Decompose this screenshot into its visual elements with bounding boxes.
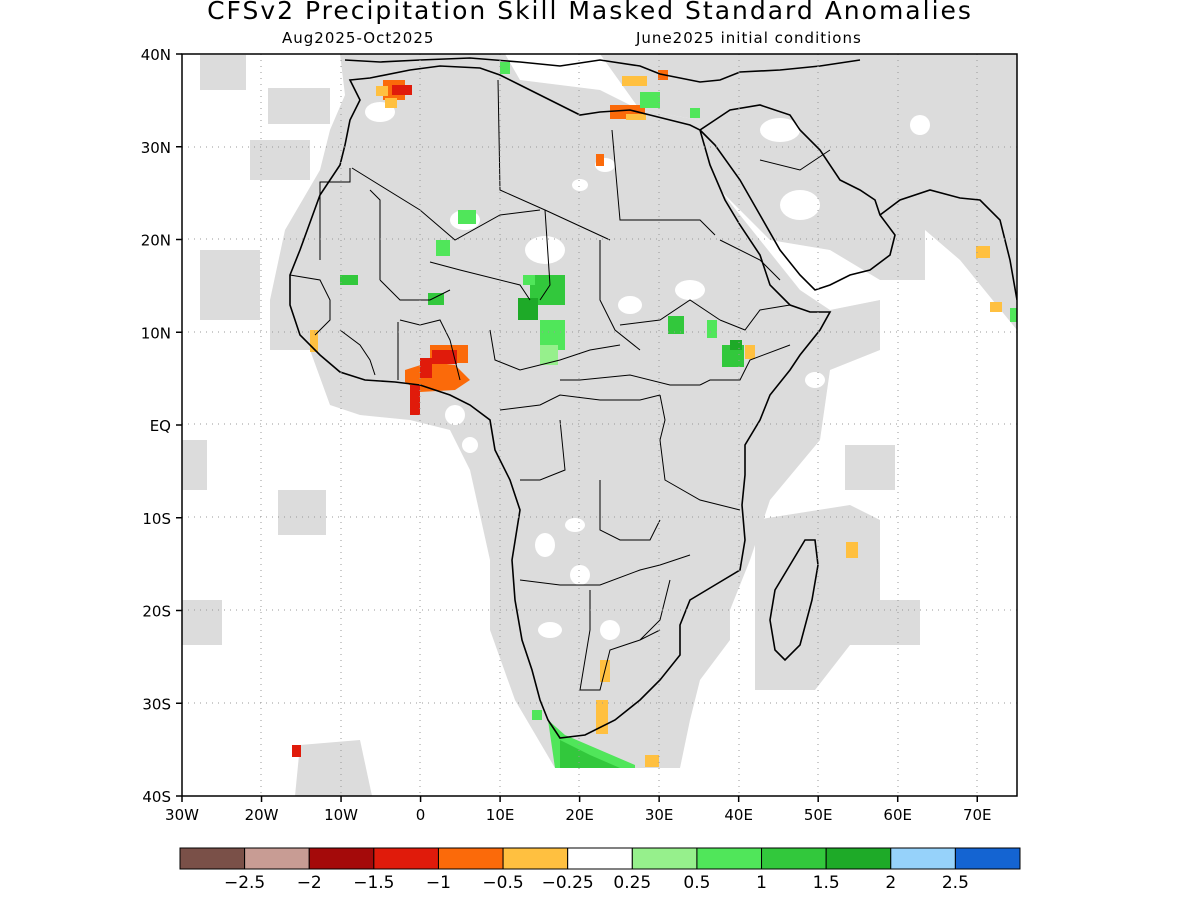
lon-tick-label: 60E [883,806,912,824]
country-borders [289,79,831,691]
red-sea-arabia-coastline [699,104,896,291]
colorbar-label: −2.5 [224,873,265,893]
lon-tick-label: 10W [324,806,358,824]
initial-conditions: June2025 initial conditions [636,29,862,47]
positive-anomalies [340,62,1017,768]
colorbar-label: −2 [297,873,322,893]
colorbar-label: −1.5 [353,873,394,893]
colorbar-label: 0.5 [683,873,710,893]
colorbar-swatch [696,847,763,870]
atlantic-mask-3 [250,140,310,180]
colorbar-label: −0.5 [482,873,523,893]
colorbar-label: 1 [756,873,767,893]
lon-tick-label: 0 [416,806,426,824]
forecast-period: Aug2025-Oct2025 [282,29,435,47]
colorbar-swatch [567,847,633,870]
lon-tick-label: 40E [724,806,753,824]
colorbar-label: −0.25 [542,873,594,893]
colorbar-label: 1.5 [813,873,840,893]
unmasked-holes [365,102,930,640]
colorbar: −2.5 −2 −1.5 −1 −0.5 −0.25 0.25 0.5 1 1.5 2 2.5 [179,847,1021,893]
latitude-axis: 40N 30N 20N 10N EQ 10S 20S 30S 40S [141,46,182,806]
map-title: CFSv2 Precipitation Skill Masked Standar… [207,0,973,25]
lat-tick-label: 30N [141,139,171,157]
atlantic-mask-5 [278,490,326,535]
colorbar-swatch [373,847,439,870]
lat-tick-label: 20S [142,603,171,621]
colorbar-swatch [437,847,504,870]
lat-tick-label: 30S [142,695,171,713]
lon-tick-label: 50E [804,806,833,824]
colorbar-swatch [761,847,827,870]
colorbar-swatch [825,847,892,870]
lon-tick-label: 10E [486,806,515,824]
longitude-axis: 30W 20W 10W 0 10E 20E 30E 40E 50E 60E 70E [165,796,992,824]
africa-coastline [289,65,832,739]
colorbar-swatch [954,847,1021,870]
colorbar-label: 0.25 [613,873,651,893]
atlantic-mask-1 [200,55,246,90]
lat-tick-label: 20N [141,232,171,250]
lon-tick-label: 20E [565,806,594,824]
coastlines [289,57,1017,739]
lon-tick-label: 30W [165,806,199,824]
africa-mask [270,54,880,768]
lat-tick-label: EQ [150,417,171,435]
negative-anomalies [292,70,1002,767]
lon-tick-label: 20W [245,806,279,824]
lat-tick-label: 10N [141,324,171,342]
colorbar-label: 2 [885,873,896,893]
atlantic-mask-2 [268,88,330,124]
lon-tick-label: 70E [963,806,992,824]
colorbar-swatch [244,847,310,870]
lat-tick-label: 40S [142,788,171,806]
colorbar-swatch [890,847,956,870]
lon-tick-label: 30E [645,806,674,824]
cape-verde-mask [200,250,260,320]
colorbar-swatch [179,847,246,870]
colorbar-label: −1 [426,873,451,893]
atlantic-mask-6 [182,600,222,645]
anomaly-cells [292,62,1017,768]
atlantic-mask-7 [295,740,372,796]
colorbar-label: 2.5 [942,873,969,893]
colorbar-swatch [308,847,375,870]
mediterranean-north [344,57,861,83]
madagascar-mask [755,505,920,690]
gulf-coastline [879,189,1017,301]
madagascar-coastline [769,539,819,662]
lat-tick-label: 10S [142,510,171,528]
colorbar-swatch [631,847,698,870]
atlantic-mask-4 [182,440,207,490]
graticule [182,54,1017,796]
indian-ocean-mask [845,445,895,490]
lat-tick-label: 40N [141,46,171,64]
colorbar-swatch [502,847,569,870]
